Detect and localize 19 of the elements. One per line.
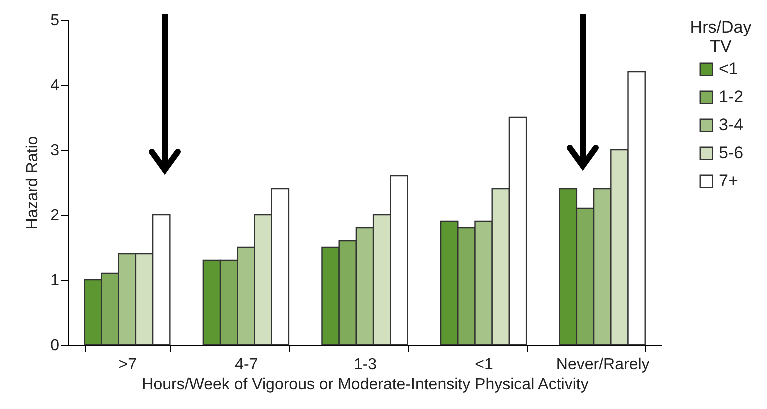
x-tick-label: Never/Rarely (556, 356, 650, 374)
legend-label: 1-2 (719, 88, 744, 106)
legend-label: 5-6 (719, 144, 744, 162)
y-tick-label: 4 (50, 78, 60, 94)
y-tick-label: 3 (50, 142, 60, 160)
legend-title: Hrs/Day TV (690, 18, 752, 56)
x-axis-title: Hours/Week of Vigorous or Moderate-Intensity Physical Activity (142, 376, 589, 394)
x-tick-label: <1 (475, 356, 494, 374)
legend-label: <1 (719, 60, 738, 78)
x-tick-label: 1-3 (354, 356, 378, 374)
y-axis-title: Hazard Ratio (24, 136, 42, 230)
legend-label: 3-4 (719, 116, 744, 134)
y-tick-label: 2 (50, 208, 60, 224)
y-tick-label: 0 (50, 338, 60, 354)
y-tick-label: 5 (50, 12, 60, 30)
y-tick-label: 1 (50, 272, 60, 290)
x-tick-label: 4-7 (235, 356, 258, 374)
legend-label: 7+ (719, 172, 738, 190)
x-tick-label: >7 (118, 356, 138, 374)
